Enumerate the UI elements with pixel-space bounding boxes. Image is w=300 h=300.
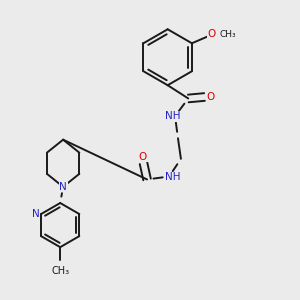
Text: CH₃: CH₃: [219, 30, 236, 39]
Text: O: O: [207, 92, 215, 102]
Text: N: N: [59, 182, 67, 192]
Text: O: O: [208, 29, 216, 39]
Text: NH: NH: [165, 172, 181, 182]
Text: CH₃: CH₃: [51, 266, 69, 276]
Text: O: O: [139, 152, 147, 162]
Text: NH: NH: [165, 111, 180, 121]
Text: N: N: [32, 209, 40, 219]
